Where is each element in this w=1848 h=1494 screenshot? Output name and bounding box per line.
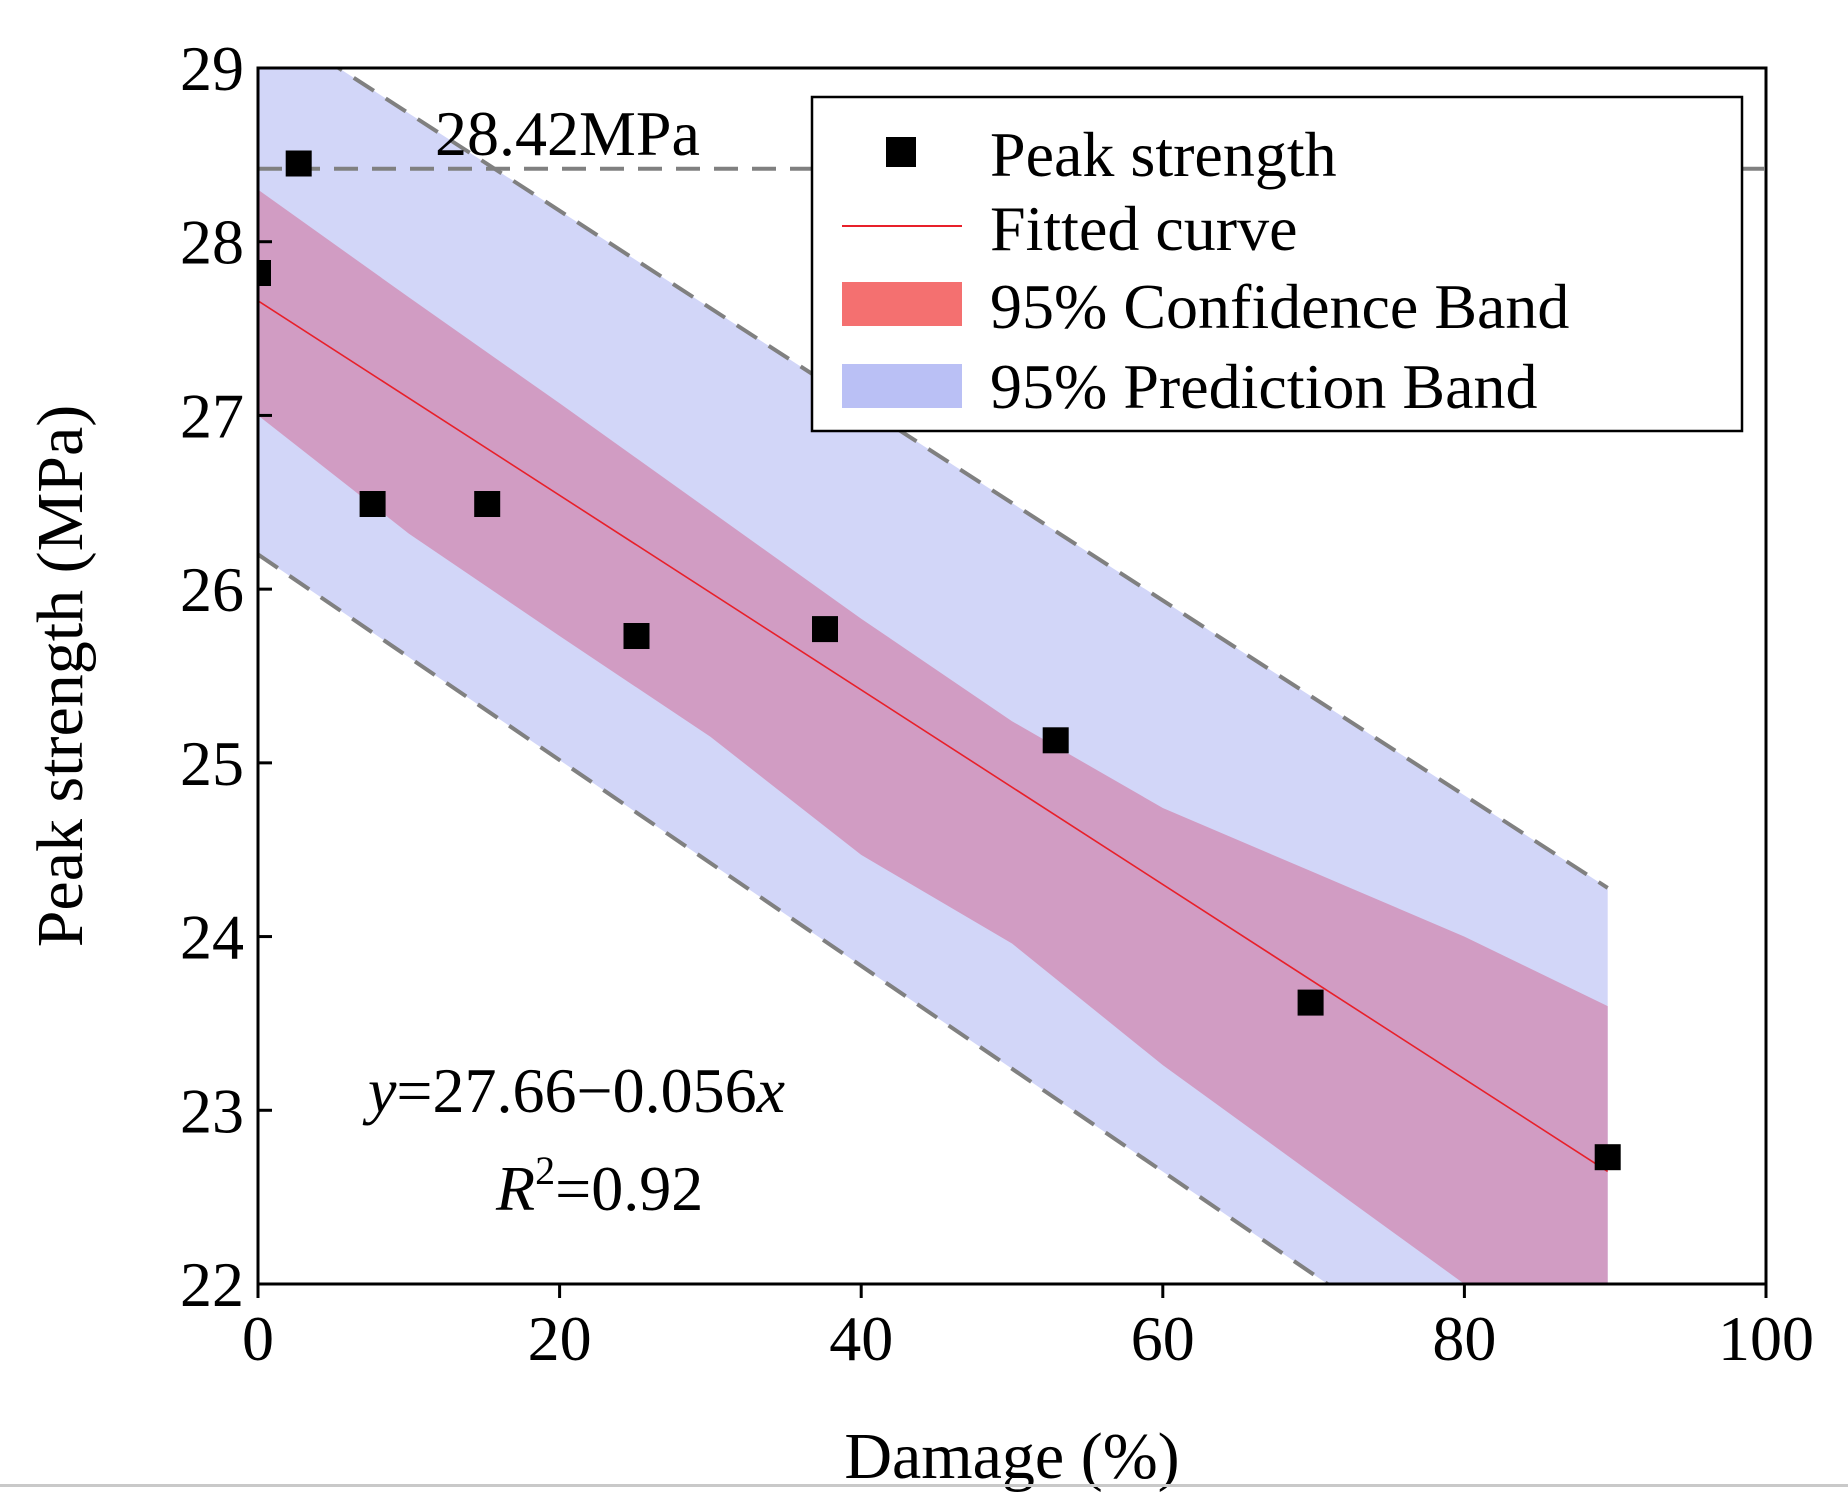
peak-strength-points bbox=[258, 150, 1621, 1171]
y-tick-label: 26 bbox=[180, 554, 244, 625]
legend-label-peak-strength: Peak strength bbox=[990, 119, 1337, 190]
x-tick-label: 40 bbox=[829, 1303, 893, 1374]
data-point bbox=[1297, 989, 1324, 1016]
x-tick-label: 20 bbox=[528, 1303, 592, 1374]
x-axis-ticks: 0 20 40 60 80 100 bbox=[242, 1284, 1814, 1374]
legend-label-confidence-band: 95% Confidence Band bbox=[990, 271, 1569, 342]
y-axis-label: Peak strength (MPa) bbox=[24, 405, 97, 948]
legend-box bbox=[810, 95, 1744, 433]
x-axis-label: Damage (%) bbox=[844, 1420, 1179, 1493]
data-point bbox=[285, 150, 312, 177]
y-tick-label: 22 bbox=[180, 1249, 244, 1320]
y-tick-label: 28 bbox=[180, 207, 244, 278]
legend-swatch-confidence-band bbox=[842, 282, 962, 326]
prediction-band-upper-line bbox=[334, 68, 1609, 890]
y-tick-label: 25 bbox=[180, 728, 244, 799]
data-point bbox=[359, 491, 386, 517]
x-tick-label: 0 bbox=[242, 1303, 274, 1374]
fit-equation: y=27.66−0.056x bbox=[362, 1055, 785, 1126]
data-point bbox=[258, 260, 271, 286]
prediction-band-lower-line bbox=[258, 552, 1332, 1284]
x-tick-label: 100 bbox=[1718, 1303, 1814, 1374]
data-point bbox=[1594, 1144, 1621, 1171]
y-tick-label: 29 bbox=[180, 33, 244, 104]
bottom-divider bbox=[0, 1484, 1848, 1487]
data-point bbox=[474, 491, 501, 517]
x-tick-label: 60 bbox=[1131, 1303, 1195, 1374]
reference-line-label: 28.42MPa bbox=[435, 98, 700, 169]
legend: Peak strength Fitted curve 95% Confidenc… bbox=[810, 95, 1744, 433]
data-point bbox=[623, 623, 650, 649]
legend-marker-peak-strength bbox=[886, 137, 916, 167]
y-axis-ticks: 22 23 24 25 26 27 28 29 bbox=[180, 33, 272, 1320]
x-tick-label: 80 bbox=[1432, 1303, 1496, 1374]
legend-label-fitted-curve: Fitted curve bbox=[990, 193, 1297, 264]
legend-label-prediction-band: 95% Prediction Band bbox=[990, 351, 1537, 422]
plot-frame bbox=[256, 66, 1768, 1286]
y-tick-label: 23 bbox=[180, 1075, 244, 1146]
r-squared: R2=0.92 bbox=[495, 1148, 703, 1224]
legend-swatch-prediction-band bbox=[842, 364, 962, 408]
data-point bbox=[812, 616, 838, 643]
fitted-curve bbox=[258, 300, 1609, 1173]
data-point bbox=[1042, 727, 1069, 754]
y-tick-label: 24 bbox=[180, 902, 244, 973]
y-tick-label: 27 bbox=[180, 380, 244, 451]
